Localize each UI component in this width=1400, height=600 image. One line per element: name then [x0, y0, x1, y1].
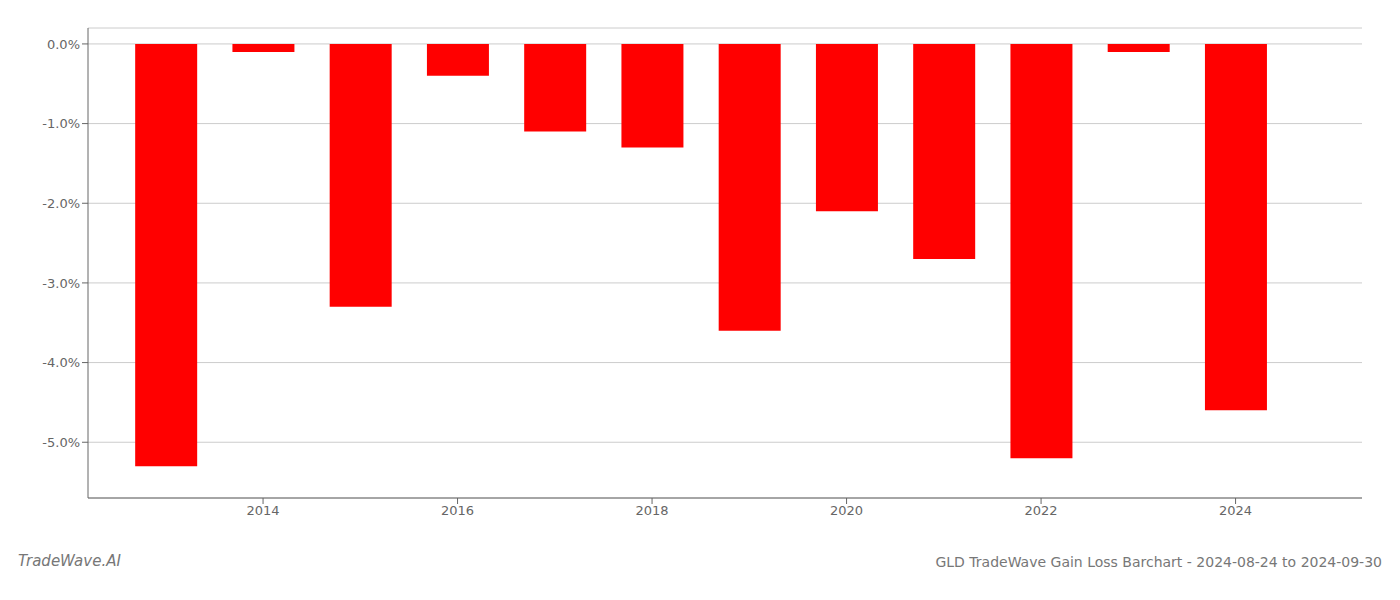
svg-text:-3.0%: -3.0%	[42, 276, 80, 291]
svg-text:-5.0%: -5.0%	[42, 435, 80, 450]
svg-text:-4.0%: -4.0%	[42, 355, 80, 370]
svg-text:2016: 2016	[441, 503, 474, 518]
svg-text:-1.0%: -1.0%	[42, 116, 80, 131]
svg-text:2020: 2020	[830, 503, 863, 518]
svg-text:0.0%: 0.0%	[47, 37, 80, 52]
svg-text:2018: 2018	[636, 503, 669, 518]
html-text:TradeWave.AI: TradeWave.AI	[18, 552, 121, 570]
svg-text:2022: 2022	[1025, 503, 1058, 518]
svg-text:-2.0%: -2.0%	[42, 196, 80, 211]
svg-text:2014: 2014	[247, 503, 280, 518]
svg-text:2024: 2024	[1219, 503, 1252, 518]
html-text:GLD TradeWave Gain Loss Barcha: GLD TradeWave Gain Loss Barchart - 2024-…	[935, 554, 1382, 570]
